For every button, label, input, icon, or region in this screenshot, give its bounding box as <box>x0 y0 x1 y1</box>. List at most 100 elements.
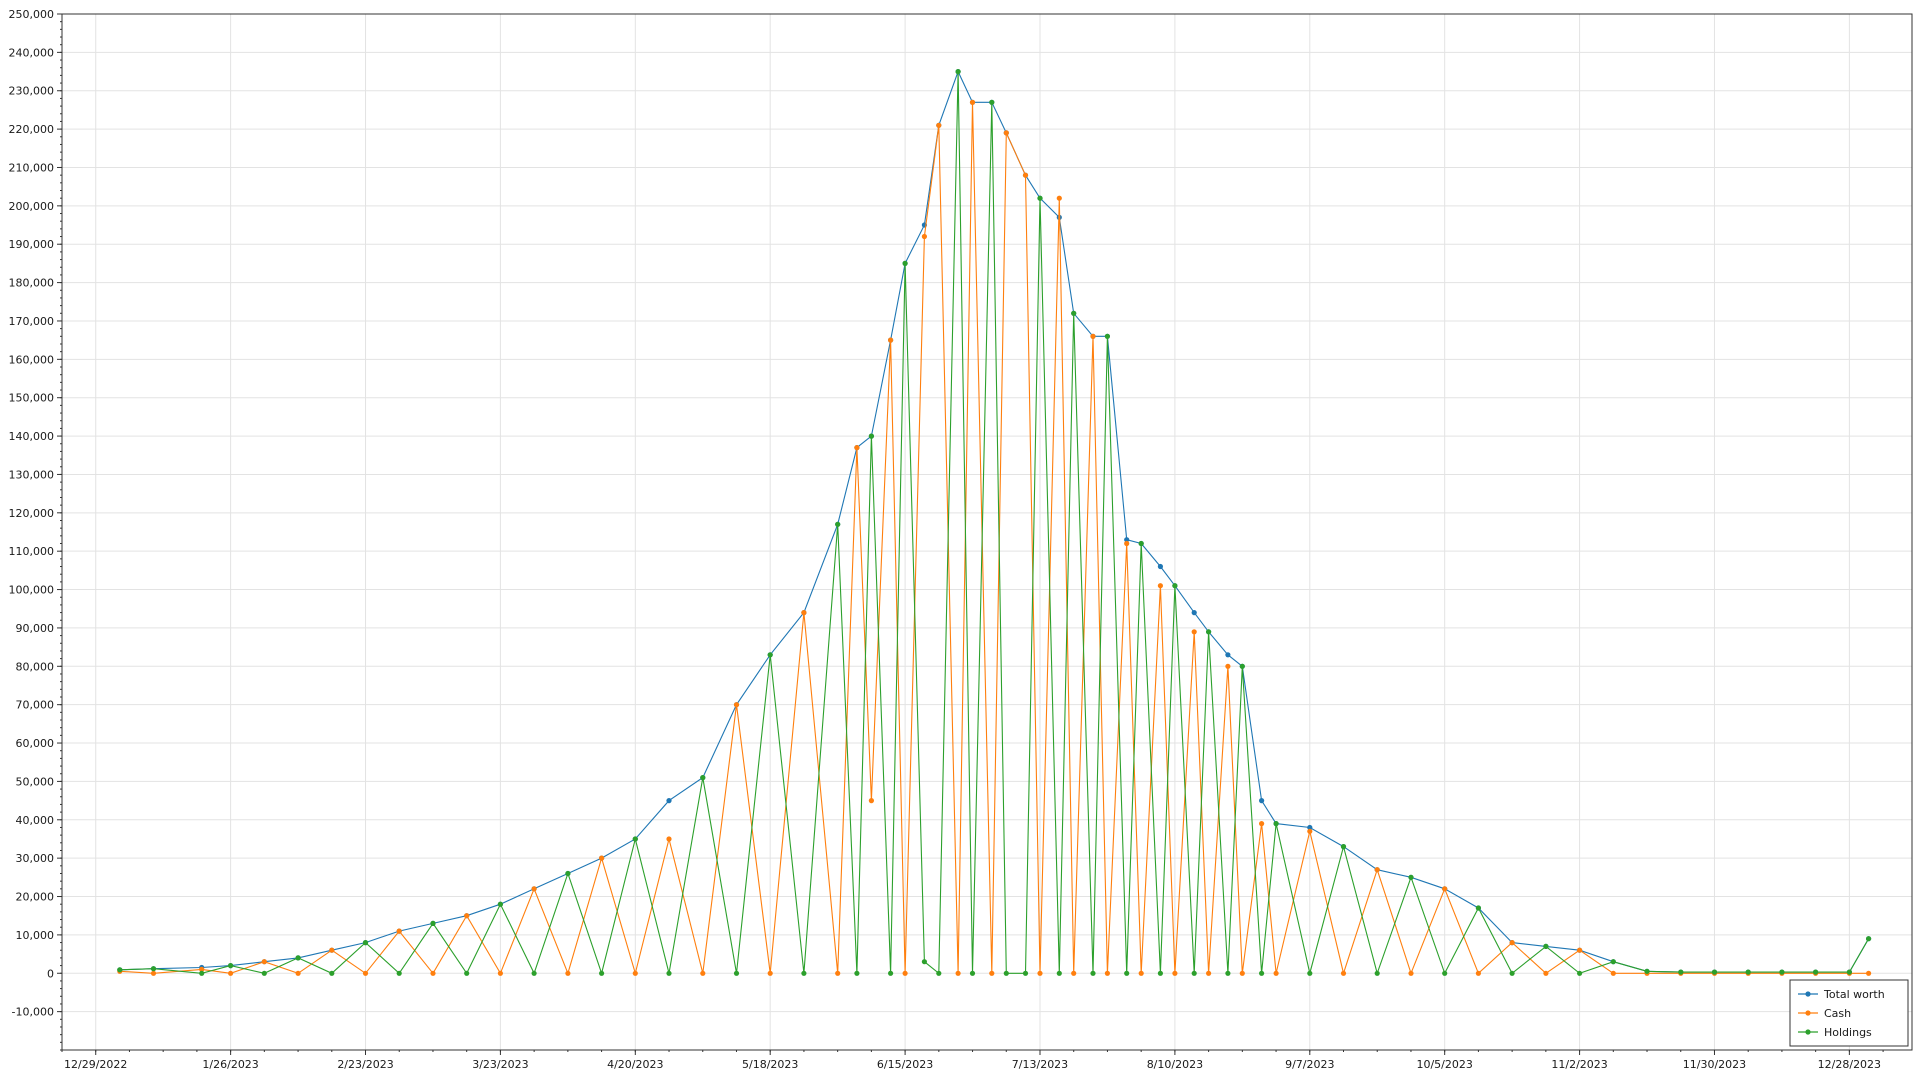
data-point <box>902 970 908 976</box>
y-tick-label: 0 <box>47 967 54 980</box>
data-point <box>1022 172 1029 178</box>
x-tick-label: 8/10/2023 <box>1147 1058 1203 1071</box>
data-point <box>1307 824 1313 831</box>
y-tick-label: 100,000 <box>9 584 55 597</box>
y-tick-label: 90,000 <box>16 622 55 635</box>
data-point <box>1157 970 1163 976</box>
data-point <box>1022 970 1029 976</box>
data-point <box>1442 970 1448 976</box>
legend-label: Holdings <box>1824 1026 1872 1039</box>
data-point <box>1138 540 1144 547</box>
data-point <box>1307 970 1313 976</box>
y-tick-label: 70,000 <box>16 699 55 712</box>
data-point <box>1225 663 1231 669</box>
data-point <box>1090 970 1096 976</box>
data-point <box>329 947 335 953</box>
data-point <box>1408 970 1414 976</box>
data-point <box>1172 970 1178 976</box>
data-point <box>767 970 773 976</box>
x-tick-label: 2/23/2023 <box>337 1058 393 1071</box>
data-point <box>1037 970 1043 976</box>
legend-swatch-marker <box>1805 991 1811 997</box>
series-area <box>117 69 1872 976</box>
data-point <box>1191 610 1197 616</box>
y-tick-label: 190,000 <box>9 238 55 251</box>
data-point <box>362 970 369 976</box>
data-point <box>1071 310 1077 316</box>
data-point <box>632 836 638 842</box>
axes: -10,000 0 10,000 20,000 30,000 40,000 50,000 60… <box>9 8 1913 1071</box>
legend-item: Holdings <box>1798 1026 1872 1039</box>
y-tick-label: 20,000 <box>16 891 55 904</box>
x-tick-label: 1/26/2023 <box>202 1058 258 1071</box>
data-point <box>936 970 942 976</box>
data-point <box>854 445 860 451</box>
legend-label: Total worth <box>1823 988 1885 1001</box>
y-tick-label: 120,000 <box>9 507 55 520</box>
legend-item: Total worth <box>1798 988 1885 1001</box>
data-point <box>1124 970 1130 976</box>
data-point <box>835 970 841 976</box>
data-point <box>1259 970 1265 976</box>
data-point <box>565 970 571 976</box>
data-point <box>1610 970 1616 976</box>
data-point <box>1003 970 1009 976</box>
data-point <box>835 521 841 527</box>
data-point <box>666 836 672 842</box>
data-point <box>666 970 672 976</box>
data-point <box>767 652 773 658</box>
data-point <box>801 970 807 976</box>
data-point <box>888 970 894 976</box>
data-point <box>295 955 301 961</box>
y-tick-label: 150,000 <box>9 392 55 405</box>
data-point <box>228 963 234 969</box>
data-point <box>733 970 740 976</box>
y-tick-label: 110,000 <box>9 545 55 558</box>
legend-label: Cash <box>1824 1007 1851 1020</box>
data-point <box>1003 130 1009 136</box>
data-point <box>1577 970 1583 976</box>
data-point <box>969 970 976 976</box>
data-point <box>921 233 928 240</box>
data-point <box>1124 540 1130 547</box>
data-point <box>1273 970 1279 976</box>
data-point <box>599 970 605 976</box>
data-point <box>700 970 706 976</box>
y-tick-label: 30,000 <box>16 852 55 865</box>
x-tick-label: 6/15/2023 <box>877 1058 933 1071</box>
data-point <box>902 260 908 266</box>
data-point <box>1206 629 1212 635</box>
data-point <box>1056 195 1062 201</box>
data-point <box>1678 969 1684 975</box>
data-point <box>1056 970 1062 976</box>
legend-item: Cash <box>1798 1007 1851 1020</box>
y-tick-label: 40,000 <box>16 814 55 827</box>
data-point <box>1745 969 1751 975</box>
data-point <box>969 99 976 105</box>
legend-swatch-marker <box>1805 1029 1811 1035</box>
data-point <box>1340 844 1347 850</box>
data-point <box>497 901 503 907</box>
data-point <box>955 970 961 976</box>
y-tick-label: 220,000 <box>9 123 55 136</box>
data-point <box>1124 537 1130 543</box>
data-point <box>396 928 402 934</box>
x-tick-label: 5/18/2023 <box>742 1058 798 1071</box>
data-point <box>1225 970 1231 976</box>
data-point <box>396 970 402 976</box>
series-holdings <box>117 69 1872 976</box>
data-point <box>362 940 369 946</box>
data-point <box>1037 195 1043 201</box>
data-point <box>1442 886 1448 892</box>
data-point <box>464 913 470 919</box>
data-point <box>955 69 961 75</box>
data-point <box>936 122 942 128</box>
y-tick-label: 240,000 <box>9 46 55 59</box>
grid <box>62 13 1912 1050</box>
data-point <box>801 610 807 616</box>
y-tick-label: 80,000 <box>16 660 55 673</box>
data-point <box>1374 867 1380 873</box>
x-tick-label: 3/23/2023 <box>472 1058 528 1071</box>
data-point <box>700 775 706 781</box>
data-point <box>1509 970 1515 976</box>
